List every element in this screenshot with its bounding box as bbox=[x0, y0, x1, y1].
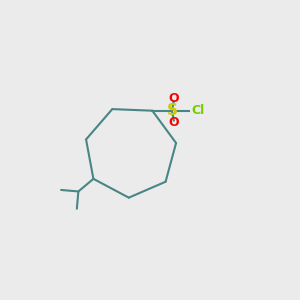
Text: S: S bbox=[167, 103, 178, 118]
Text: O: O bbox=[169, 92, 179, 105]
Text: Cl: Cl bbox=[192, 104, 205, 117]
Text: O: O bbox=[169, 116, 179, 129]
